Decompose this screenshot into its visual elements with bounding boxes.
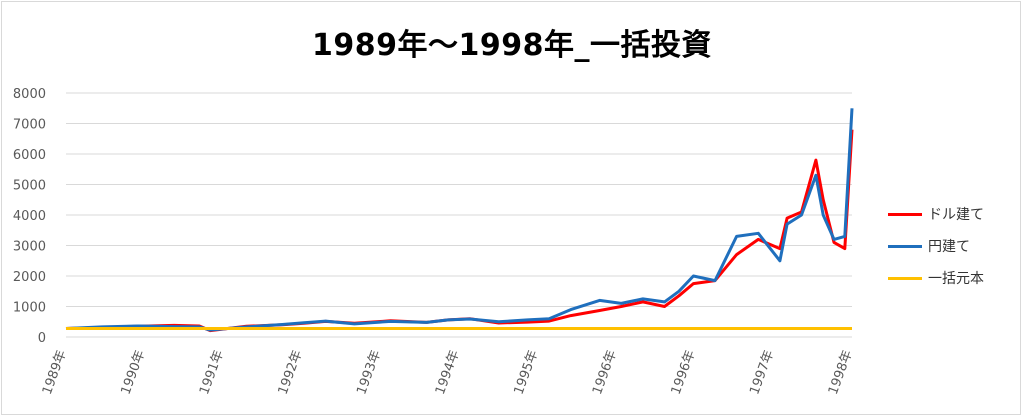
x-tick-label: 1994年 — [433, 348, 463, 396]
x-tick-label: 1992年 — [276, 348, 306, 396]
legend-item-dollar: ドル建て — [888, 200, 1018, 228]
y-tick-label: 3000 — [13, 240, 46, 255]
y-tick-label: 8000 — [13, 87, 46, 102]
legend-label: 一括元本 — [928, 271, 984, 287]
y-tick-label: 5000 — [13, 179, 46, 194]
x-tick-label: 1996年 — [590, 348, 620, 396]
x-tick-label: 1998年 — [826, 348, 856, 396]
x-tick-label: 1995年 — [511, 348, 541, 396]
series-lines — [65, 108, 854, 333]
legend-label: ドル建て — [928, 207, 984, 223]
y-tick-label: 2000 — [13, 270, 46, 285]
legend: ドル建て 円建て 一括元本 — [888, 200, 1018, 296]
y-tick-label: 7000 — [13, 118, 46, 133]
x-tick-label: 1990年 — [118, 348, 148, 396]
legend-item-principal: 一括元本 — [888, 264, 1018, 292]
x-tick-label: 1993年 — [354, 348, 384, 396]
x-tick-label: 1996年 — [669, 348, 699, 396]
x-tick-labels: 1989年 1990年 1991年 1992年 1993年 1994年 1995年 1996年… — [40, 348, 856, 396]
y-tick-label: 0 — [38, 331, 46, 346]
y-tick-label: 6000 — [13, 148, 46, 163]
legend-swatch — [888, 212, 922, 216]
legend-swatch — [888, 276, 922, 280]
series-line-0 — [65, 129, 854, 333]
chart-title: 1989年～1998年_一括投資 — [312, 28, 712, 63]
x-tick-label: 1991年 — [197, 348, 227, 396]
y-tick-labels: 0 1000 2000 3000 4000 5000 6000 7000 8000 — [13, 87, 46, 346]
x-tick-label: 1989年 — [40, 348, 70, 396]
x-tick-label: 1997年 — [747, 348, 777, 396]
y-tick-label: 1000 — [13, 301, 46, 316]
series-line-1 — [65, 108, 854, 332]
grid-lines — [66, 92, 852, 338]
legend-item-yen: 円建て — [888, 232, 1018, 260]
legend-swatch — [888, 244, 922, 248]
y-tick-label: 4000 — [13, 209, 46, 224]
legend-label: 円建て — [928, 239, 970, 255]
